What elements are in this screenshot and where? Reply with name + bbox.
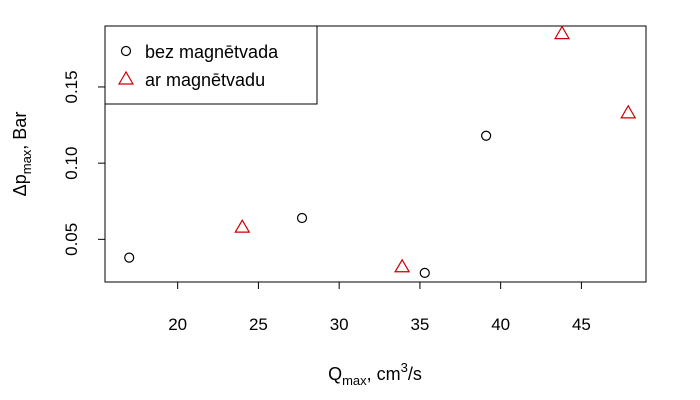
x-axis: 20 25 30 35 40 45	[168, 281, 591, 334]
x-tick-label: 25	[249, 315, 268, 334]
data-point-triangle	[553, 25, 571, 40]
legend-marker-circle	[120, 45, 132, 57]
legend-label-series-2: ar magnētvadu	[145, 70, 265, 90]
x-tick-label: 45	[572, 315, 591, 334]
y-axis: 0.05 0.10 0.15	[62, 70, 106, 256]
data-point-circle	[419, 267, 430, 278]
y-tick-label: 0.15	[62, 70, 81, 103]
legend-label-series-1: bez magnētvada	[145, 42, 279, 62]
data-point-triangle	[394, 258, 411, 273]
y-axis-title: Δpmax, Bar	[10, 112, 34, 197]
legend: bez magnētvada ar magnētvadu	[104, 25, 318, 105]
data-point-triangle	[234, 218, 251, 233]
y-tick-label: 0.05	[62, 223, 81, 256]
data-points	[124, 25, 637, 278]
x-tick-label: 30	[330, 315, 349, 334]
legend-marker-triangle	[117, 70, 135, 85]
data-point-circle	[481, 130, 492, 141]
data-point-triangle	[620, 104, 637, 119]
x-tick-label: 35	[410, 315, 429, 334]
x-tick-label: 20	[168, 315, 187, 334]
data-point-circle	[124, 252, 135, 263]
data-point-circle	[296, 212, 308, 224]
x-tick-label: 40	[491, 315, 510, 334]
legend-box	[104, 25, 318, 105]
x-axis-title: Qmax, cm3/s	[328, 360, 422, 388]
y-tick-label: 0.10	[62, 147, 81, 180]
